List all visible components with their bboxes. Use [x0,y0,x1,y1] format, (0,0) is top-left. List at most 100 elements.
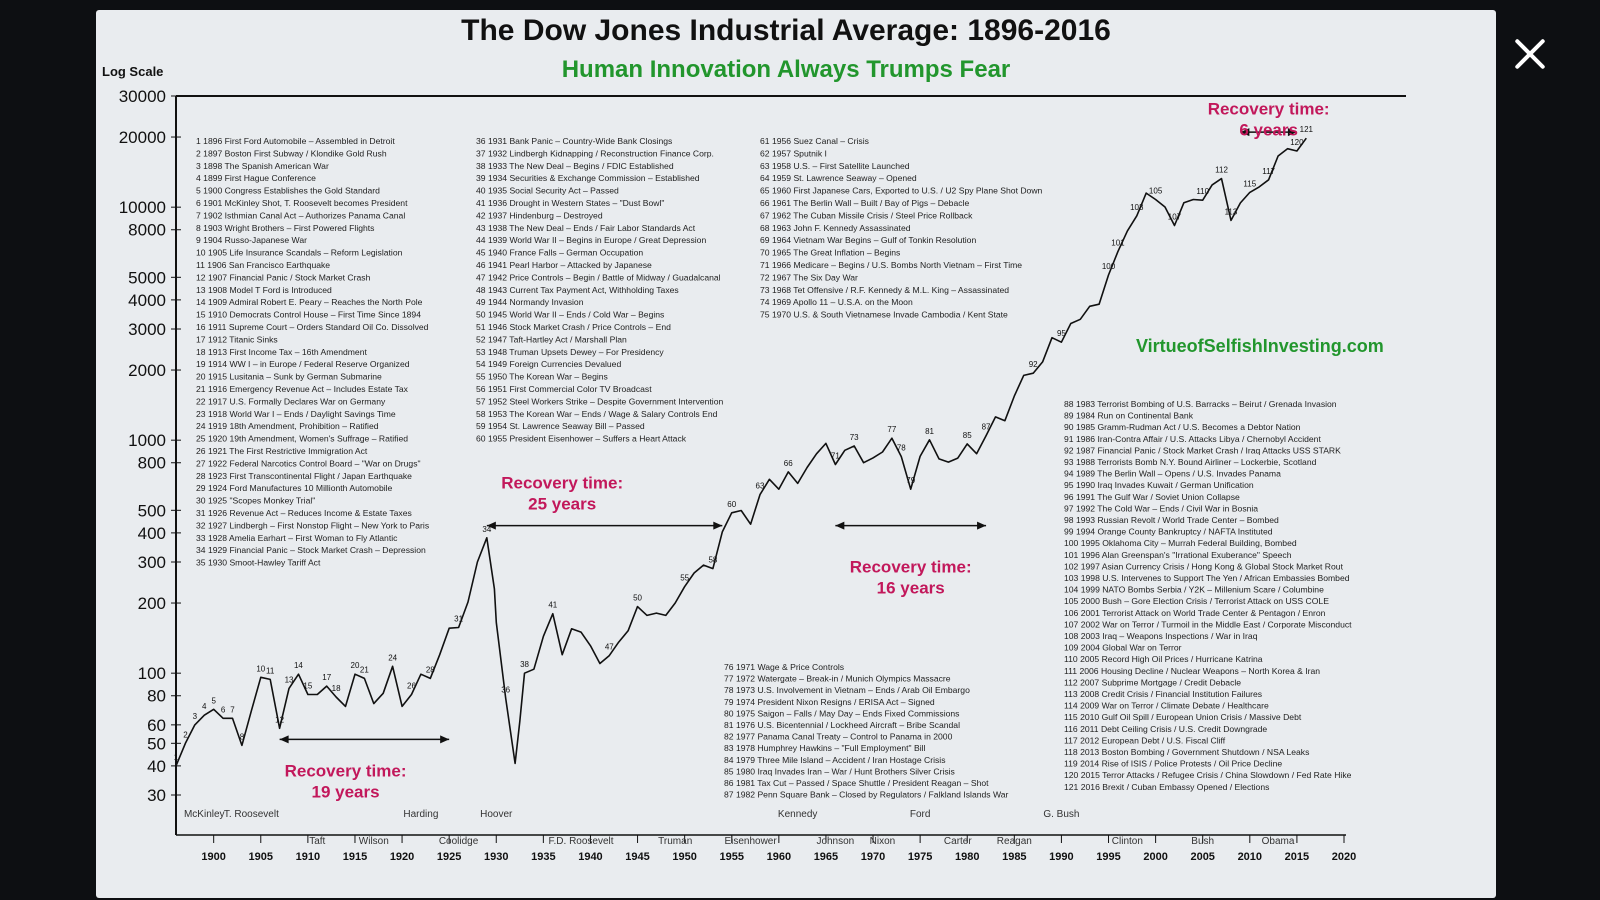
y-tick-label: 300 [138,553,166,572]
log-scale-note: Log Scale [102,64,163,79]
y-tick-label: 20000 [119,128,166,147]
president-label: Ford [910,809,931,820]
recovery-time-label: Recovery time: [501,474,623,493]
recovery-arrow-head [1287,128,1297,137]
x-tick-label: 2010 [1238,851,1262,863]
x-tick-label: 1925 [437,851,461,863]
event-number-label: 63 [756,482,765,491]
dow-series-line [175,137,1307,767]
event-item: 105 2000 Bush – Gore Election Crisis / T… [1064,596,1329,606]
y-tick-label: 30000 [119,87,166,106]
event-number-label: 4 [202,702,207,711]
x-tick-label: 1995 [1096,851,1120,863]
recovery-arrow-head [279,735,289,744]
event-item: 97 1992 The Cold War – Ends / Civil War … [1064,503,1258,513]
event-item: 93 1988 Terrorists Bomb N.Y. Bound Airli… [1064,457,1317,467]
event-item: 45 1940 France Falls – German Occupation [476,248,643,258]
event-item: 59 1954 St. Lawrence Seaway Bill – Passe… [476,421,645,431]
event-item: 112 2007 Subprime Mortgage / Credit Deba… [1064,677,1241,687]
recovery-arrow-head [486,521,496,530]
president-label: Bush [1191,836,1214,847]
x-tick-label: 1940 [578,851,602,863]
event-item: 7 1902 Isthmian Canal Act – Authorizes P… [196,210,405,220]
event-item: 66 1961 The Berlin Wall – Built / Bay of… [760,198,969,208]
event-number-label: 31 [454,615,463,624]
event-number-label: 28 [426,665,435,674]
event-number-label: 77 [887,425,896,434]
event-item: 60 1955 President Eisenhower – Suffers a… [476,434,687,444]
recovery-time-label: Recovery time: [1208,99,1330,118]
event-item: 108 2003 Iraq – Weapons Inspections / Wa… [1064,631,1258,641]
event-item: 29 1924 Ford Manufactures 10 Millionth A… [196,483,393,493]
event-item: 71 1966 Medicare – Begins / U.S. Bombs N… [760,260,1022,270]
y-tick-label: 10000 [119,198,166,217]
event-item: 72 1967 The Six Day War [760,272,858,282]
event-item: 24 1919 18th Amendment, Prohibition – Ra… [196,421,379,431]
event-item: 5 1900 Congress Establishes the Gold Sta… [196,186,380,196]
x-tick-label: 1955 [719,851,743,863]
event-number-label: 26 [407,681,416,690]
event-item: 91 1986 Iran-Contra Affair / U.S. Attack… [1064,434,1321,444]
x-tick-label: 1980 [955,851,979,863]
recovery-arrow-head [713,521,723,530]
presidents-timeline: McKinley T. Roosevelt Harding Hoover Kennedy… [184,809,1295,847]
event-item: 22 1917 U.S. Formally Declares War on Ge… [196,396,386,406]
event-item: 16 1911 Supreme Court – Orders Standard … [196,322,429,332]
event-number-label: 13 [285,675,294,684]
event-item: 81 1976 U.S. Bicentennial / Lockheed Air… [724,720,960,730]
event-item: 78 1973 U.S. Involvement in Vietnam – En… [724,685,970,695]
event-item: 42 1937 Hindenburg – Destroyed [476,210,603,220]
event-item: 79 1974 President Nixon Resigns / ERISA … [724,697,935,707]
event-number-label: 8 [240,732,245,741]
president-label: Truman [658,836,692,847]
event-number-label: 50 [633,594,642,603]
president-label: G. Bush [1043,809,1079,820]
event-item: 56 1951 First Commercial Color TV Broadc… [476,384,652,394]
event-item: 85 1980 Iraq Invades Iran – War / Hunt B… [724,766,955,776]
event-item: 73 1968 Tet Offensive / R.F. Kennedy & M… [760,285,1009,295]
president-label: Harding [403,809,438,820]
event-item: 102 1997 Asian Currency Crisis / Hong Ko… [1064,561,1344,571]
event-item: 15 1910 Democrats Control House – First … [196,310,421,320]
axes [175,95,1406,836]
recovery-annotations: Recovery time: 19 years Recovery time: 25 y… [279,99,1330,802]
event-item: 76 1971 Wage & Price Controls [724,662,844,672]
y-tick-label: 40 [147,757,166,776]
event-item: 118 2013 Boston Bombing / Government Shu… [1064,747,1309,757]
event-item: 54 1949 Foreign Currencies Devalued [476,359,621,369]
event-number-label: 92 [1029,360,1038,369]
president-label: Clinton [1112,836,1143,847]
y-tick-label: 3000 [128,320,166,339]
y-tick-label: 60 [147,716,166,735]
event-item: 10 1905 Life Insurance Scandals – Reform… [196,248,403,258]
event-number-label: 115 [1243,179,1256,188]
recovery-time-label: 6 years [1239,120,1298,139]
event-item: 69 1964 Vietnam War Begins – Gulf of Ton… [760,235,976,245]
y-tick-label: 2000 [128,361,166,380]
event-item: 75 1970 U.S. & South Vietnamese Invade C… [760,310,1008,320]
event-number-label: 6 [221,705,226,714]
event-item: 33 1928 Amelia Earhart – First Woman to … [196,533,398,543]
event-number-label: 117 [1262,167,1275,176]
event-item: 20 1915 Lusitania – Sunk by German Subma… [196,372,382,382]
event-item: 35 1930 Smoot-Hawley Tariff Act [196,558,321,568]
y-tick-label: 80 [147,687,166,706]
x-tick-label: 1965 [814,851,838,863]
recovery-arrow-head [1240,128,1250,137]
event-item: 41 1936 Drought in Western States – "Dus… [476,198,664,208]
event-number-label: 1 [174,753,179,762]
event-number-label: 41 [548,601,557,610]
event-item: 26 1921 The First Restrictive Immigratio… [196,446,368,456]
event-number-label: 120 [1290,138,1304,147]
recovery-arrow-head [977,521,987,530]
recovery-time-label: 16 years [877,579,945,598]
event-item: 25 1920 19th Amendment, Women's Suffrage… [196,434,408,444]
close-icon[interactable] [1508,32,1552,76]
event-item: 120 2015 Terror Attacks / Refugee Crisis… [1064,770,1352,780]
president-label: Carter [944,836,972,847]
event-number-label: 55 [680,574,689,583]
event-number-label: 5 [211,696,216,705]
event-item: 6 1901 McKinley Shot, T. Roosevelt becom… [196,198,408,208]
x-tick-label: 1930 [484,851,508,863]
y-tick-label: 5000 [128,268,166,287]
